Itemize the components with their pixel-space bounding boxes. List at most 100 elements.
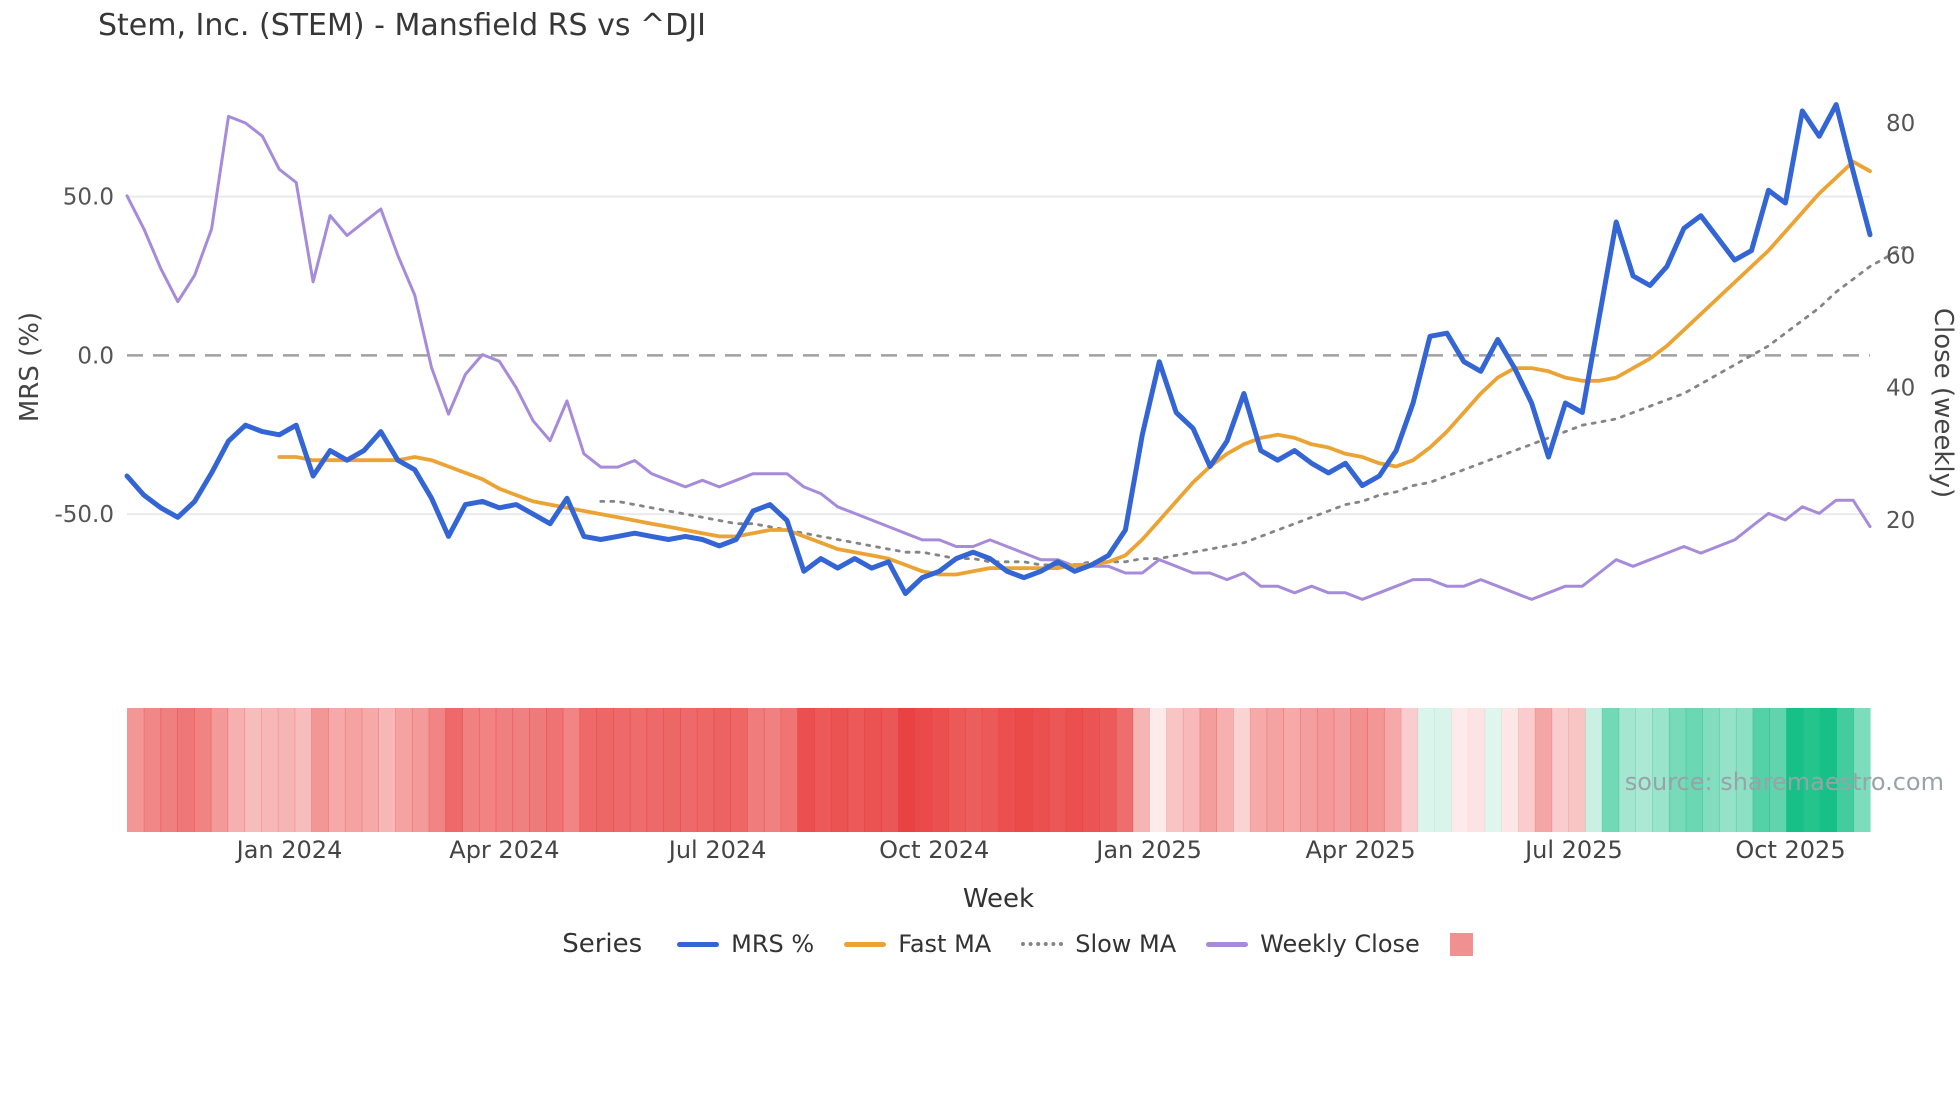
heatmap-cell [1048,708,1067,832]
heatmap-cell [1015,708,1033,832]
heatmap-cell [1735,708,1754,832]
heatmap-cell [344,708,363,832]
heatmap-cell [1350,708,1368,832]
heatmap-cell [763,708,782,832]
heatmap-cell [1819,708,1838,832]
heatmap-cell [428,708,447,832]
heatmap-cell [613,708,631,832]
x-axis-tick-label: Oct 2025 [1735,836,1845,864]
series-line-weekly-close [125,114,1872,601]
heatmap-cell [780,708,798,832]
heatmap-cell [277,708,296,832]
heatmap-cell [1132,708,1150,832]
heatmap-cell [1065,708,1083,832]
y-right-tick-label: 20 [1886,508,1915,534]
heatmap-cell [998,708,1016,832]
heatmap-cell [680,708,698,832]
heatmap-cell [1082,708,1100,832]
heatmap-cell [244,708,262,832]
heatmap-cell [378,708,396,832]
y-left-tick-label: 0.0 [77,343,114,369]
heatmap-cell [747,708,765,832]
y-left-tick-label: -50.0 [54,502,114,528]
heatmap-cell [311,708,329,832]
heatmap-cell [1417,708,1435,832]
heatmap-cell [964,708,983,832]
heatmap-cell [646,708,664,832]
series-line-fast-ma [277,159,1872,577]
heatmap-cell [1400,708,1419,832]
heatmap-cell [1601,708,1620,832]
heatmap-cell [177,708,195,832]
heatmap-cell [1316,708,1335,832]
heatmap-cell [931,708,949,832]
heatmap-cell [361,708,379,832]
heatmap-cell [1149,708,1167,832]
heatmap-cell [1182,708,1201,832]
heatmap-cell [445,708,463,832]
heatmap-cell [1752,708,1771,832]
heatmap-cell [981,708,1000,832]
heatmap-cell [1233,708,1251,832]
heatmap-cell [1451,708,1469,832]
legend-swatch-icon [1206,941,1249,947]
y-right-tick-label: 60 [1886,243,1915,269]
heatmap-cell [814,708,832,832]
heatmap-strip [127,708,1871,832]
heatmap-cell [1166,708,1184,832]
legend-item-weekly-close: Weekly Close [1206,930,1420,958]
heatmap-cell [210,708,229,832]
heatmap-cell [227,708,245,832]
heatmap-cell [797,708,815,832]
heatmap-cell [1853,708,1871,832]
heatmap-cell [1115,708,1134,832]
x-axis-tick-label: Apr 2024 [449,836,559,864]
heatmap-cell [512,708,530,832]
legend-label: MRS % [731,930,815,958]
heatmap-cell [160,708,178,832]
y-right-tick-label: 80 [1886,111,1915,137]
heatmap-cell [730,708,748,832]
heatmap-cell [261,708,279,832]
legend-title: Series [562,929,643,959]
y-left-tick-label: 50.0 [63,185,114,211]
legend-items: MRS % Fast MA Slow MA Weekly Close [662,930,1488,958]
x-axis-tick-label: Jul 2025 [1523,836,1623,864]
legend-label: Weekly Close [1260,930,1420,958]
legend-item-mrs: MRS % [677,930,814,958]
heatmap-cell [864,708,882,832]
heatmap-cell [1534,708,1553,832]
legend-item-heatmap-swatch [1449,932,1473,956]
heatmap-cell [545,708,564,832]
source-note: source: sharemaestro.com [1624,768,1944,796]
heatmap-cell [830,708,849,832]
heatmap-cell [1467,708,1486,832]
legend-label: Slow MA [1075,930,1177,958]
heatmap-cell [1585,708,1603,832]
heatmap-cell [143,708,162,832]
heatmap-cell [1199,708,1217,832]
heatmap-cell [294,708,312,832]
heatmap-cell [881,708,899,832]
heatmap-cell [1484,708,1502,832]
heatmap-cell [713,708,731,832]
heatmap-cell [1769,708,1787,832]
heatmap-cell [629,708,648,832]
heatmap-cell [1618,708,1636,832]
heatmap-cell [495,708,514,832]
heatmap-cell [478,708,497,832]
heatmap-cell [1668,708,1687,832]
legend-swatch-icon [677,941,720,947]
x-axis-title: Week [962,884,1035,914]
heatmap-cell [1300,708,1318,832]
heatmap-cell [1249,708,1268,832]
x-axis-tick-label: Jul 2024 [667,836,767,864]
heatmap-cell [127,708,145,832]
heatmap-cell [1266,708,1285,832]
heatmap-cell [411,708,430,832]
heatmap-cell [1032,708,1050,832]
heatmap-cell [1635,708,1653,832]
heatmap-cell [1383,708,1402,832]
